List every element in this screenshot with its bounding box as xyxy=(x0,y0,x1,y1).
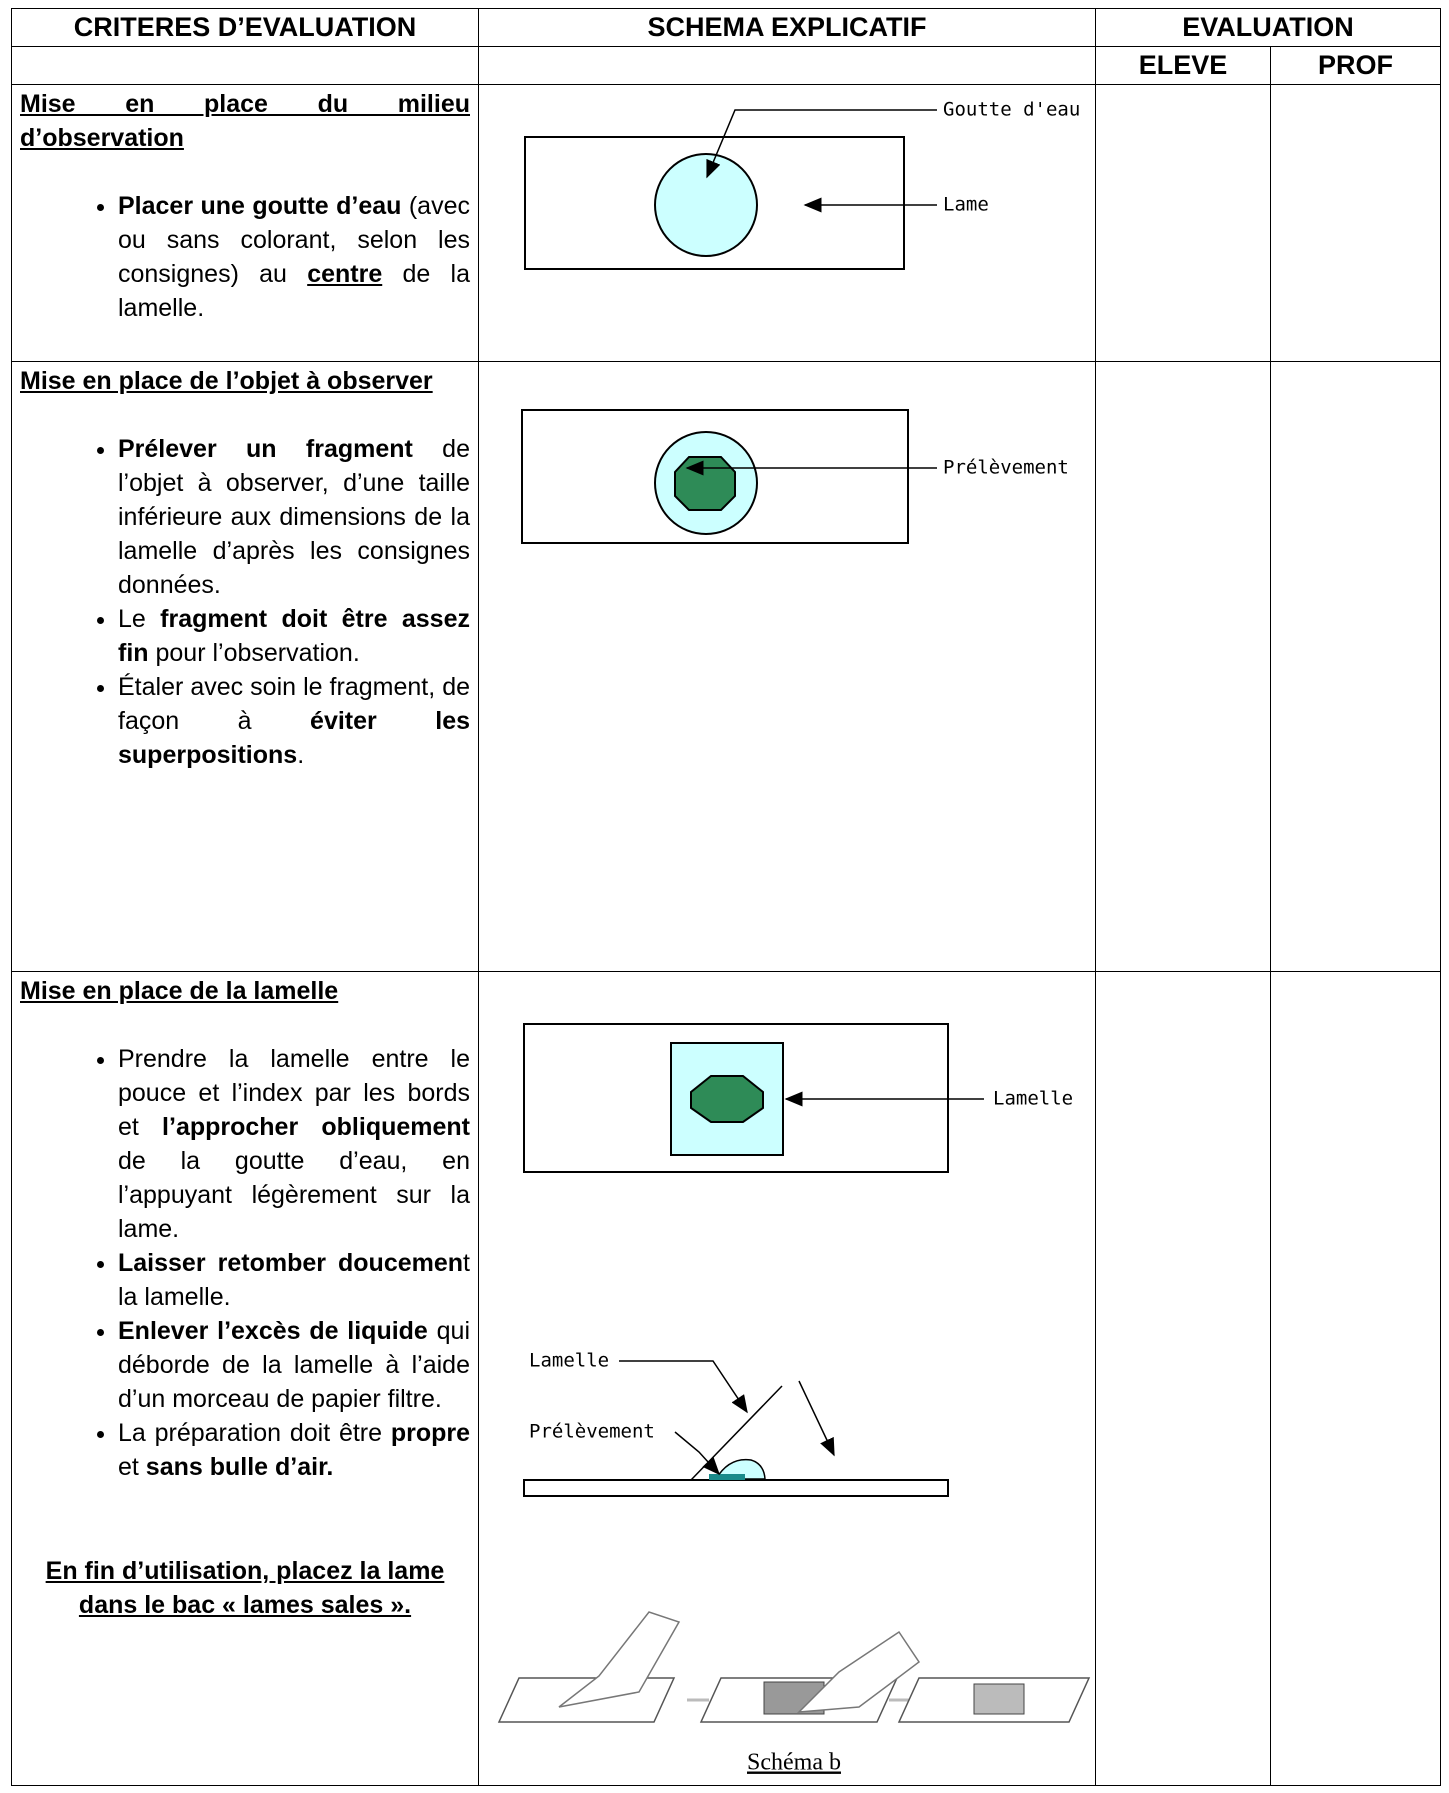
diagram: Lamelle Lamelle Prélèvement Schéma b xyxy=(497,1023,1091,1776)
text: (avec ou sans colorant, selon les consig… xyxy=(118,192,470,288)
text: Prélever un fragment xyxy=(118,435,413,463)
bullet: Prélever un fragment de l’objet à observ… xyxy=(118,432,470,602)
hand-sketch xyxy=(797,1630,921,1713)
label: Prélèvement xyxy=(943,457,1069,479)
slide-side xyxy=(523,1479,949,1497)
text: Placer une goutte d’eau xyxy=(118,192,402,220)
schema-cell: Lamelle Lamelle Prélèvement Schéma b xyxy=(478,971,1096,1786)
bullet: Le fragment doit être assez fin pour l’o… xyxy=(118,602,470,670)
text: de la lamelle. xyxy=(118,260,470,322)
eval-cell[interactable] xyxy=(1270,84,1441,362)
bullet-list: Prélever un fragment de l’objet à observ… xyxy=(20,432,470,772)
subheader-row: ELEVE PROF xyxy=(11,46,1441,85)
row: Mise en place de l’objet à observer Prél… xyxy=(11,361,1441,972)
text: et xyxy=(118,1453,146,1481)
bullet: La préparation doit être propre et sans … xyxy=(118,1416,470,1484)
header-cell: PROF xyxy=(1270,46,1441,85)
arrow xyxy=(619,1360,748,1414)
coverslip-sketch xyxy=(973,1683,1025,1715)
bullet: Placer une goutte d’eau (avec ou sans co… xyxy=(118,189,470,325)
label: Goutte d'eau xyxy=(943,99,1080,121)
schema-cell: Prélèvement xyxy=(478,361,1096,972)
bullet-list: Prendre la lamelle entre le pouce et l’i… xyxy=(20,1042,470,1484)
sample-side xyxy=(709,1474,745,1480)
text: fragment doit être assez fin xyxy=(118,605,470,667)
arrow xyxy=(674,1431,721,1476)
eval-cell[interactable] xyxy=(1270,361,1441,972)
text: Prendre la lamelle entre le pouce et l’i… xyxy=(118,1045,470,1141)
label: Lame xyxy=(943,194,989,216)
note: En fin d’utilisation, placez la lame dan… xyxy=(45,1557,445,1619)
text: Le xyxy=(118,605,161,633)
hand-sketch xyxy=(558,1611,681,1708)
text: sans bulle d’air. xyxy=(145,1453,334,1481)
text: La préparation doit être xyxy=(118,1419,391,1447)
row-title: Mise en place de la lamelle xyxy=(20,977,339,1005)
caption: Schéma b xyxy=(747,1750,841,1776)
text: de l’objet à observer, d’une taille infé… xyxy=(118,435,470,599)
header-cell: CRITERES D’EVALUATION xyxy=(11,8,479,47)
text: éviter les superpositions xyxy=(118,707,470,769)
header-cell: EVALUATION xyxy=(1095,8,1441,47)
criteria-cell: Mise en place du milieu d’observation Pl… xyxy=(11,84,479,362)
text: pour l’observation. xyxy=(148,639,360,667)
schema-cell: Goutte d'eau Lame xyxy=(478,84,1096,362)
text: Enlever l’excès de liquide xyxy=(118,1317,428,1345)
header-cell: ELEVE xyxy=(1095,46,1271,85)
sample xyxy=(690,1075,764,1123)
eval-cell[interactable] xyxy=(1095,361,1271,972)
text: . xyxy=(297,741,305,769)
row-title: Mise en place de l’objet à observer xyxy=(20,367,433,395)
sample xyxy=(674,456,736,511)
text: Étaler avec soin le fragment, de façon à xyxy=(118,673,470,735)
label: Prélèvement xyxy=(529,1421,655,1443)
bullet: Prendre la lamelle entre le pouce et l’i… xyxy=(118,1042,470,1246)
eval-cell[interactable] xyxy=(1095,971,1271,1786)
bullet: Étaler avec soin le fragment, de façon à… xyxy=(118,670,470,772)
row: Mise en place du milieu d’observation Pl… xyxy=(11,84,1441,362)
text: Laisser retomber doucemen xyxy=(118,1249,464,1277)
label: Lamelle xyxy=(993,1088,1073,1110)
arrow xyxy=(706,109,937,179)
text: qui déborde de la lamelle à l’aide d’un … xyxy=(118,1317,470,1413)
text: t la lamelle. xyxy=(118,1249,470,1311)
bullet-list: Placer une goutte d’eau (avec ou sans co… xyxy=(20,189,470,325)
diagram: Goutte d'eau Lame xyxy=(524,99,1080,270)
text: propre xyxy=(390,1419,470,1447)
header-row: CRITERES D’EVALUATION SCHEMA EXPLICATIF … xyxy=(11,8,1441,47)
empty-cell xyxy=(11,46,479,85)
drop xyxy=(654,153,758,257)
bullet: Enlever l’excès de liquide qui déborde d… xyxy=(118,1314,470,1416)
text: centre xyxy=(307,260,383,288)
row: Mise en place de la lamelle Prendre la l… xyxy=(11,971,1441,1786)
text: l’approcher obliquement xyxy=(162,1113,470,1141)
empty-cell xyxy=(478,46,1096,85)
evaluation-table: CRITERES D’EVALUATION SCHEMA EXPLICATIF … xyxy=(11,8,1441,1786)
text: de la goutte d’eau, en l’appuyant légère… xyxy=(118,1147,470,1243)
diagram: Prélèvement xyxy=(521,409,1069,544)
bullet: Laisser retomber doucement la lamelle. xyxy=(118,1246,470,1314)
eval-cell[interactable] xyxy=(1270,971,1441,1786)
criteria-cell: Mise en place de l’objet à observer Prél… xyxy=(11,361,479,972)
criteria-cell: Mise en place de la lamelle Prendre la l… xyxy=(11,971,479,1786)
header-cell: SCHEMA EXPLICATIF xyxy=(478,8,1096,47)
eval-cell[interactable] xyxy=(1095,84,1271,362)
row-title: Mise en place du milieu d’observation xyxy=(20,90,470,152)
label: Lamelle xyxy=(529,1350,609,1372)
arrow xyxy=(798,1380,835,1457)
